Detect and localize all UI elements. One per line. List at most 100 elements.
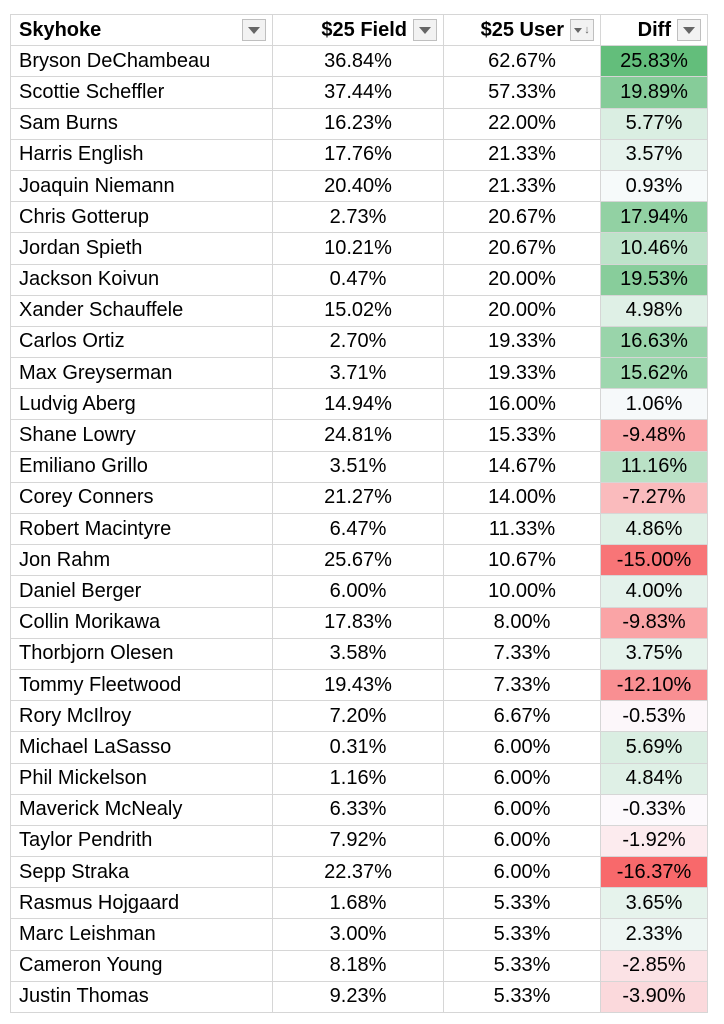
cell-name[interactable]: Jon Rahm bbox=[10, 544, 273, 577]
cell-user[interactable]: 16.00% bbox=[443, 388, 601, 421]
cell-diff[interactable]: 4.00% bbox=[600, 575, 708, 608]
cell-diff[interactable]: 3.65% bbox=[600, 887, 708, 920]
cell-diff[interactable]: 3.57% bbox=[600, 138, 708, 171]
cell-field[interactable]: 37.44% bbox=[272, 76, 444, 109]
cell-diff[interactable]: 3.75% bbox=[600, 637, 708, 670]
cell-name[interactable]: Joaquin Niemann bbox=[10, 169, 273, 203]
cell-user[interactable]: 21.33% bbox=[443, 138, 601, 171]
cell-user[interactable]: 19.33% bbox=[443, 325, 601, 359]
cell-user[interactable]: 15.33% bbox=[443, 419, 601, 452]
filter-dropdown-icon[interactable] bbox=[677, 19, 701, 41]
cell-user[interactable]: 7.33% bbox=[443, 637, 601, 670]
cell-field[interactable]: 17.83% bbox=[272, 606, 444, 639]
cell-name[interactable]: Harris English bbox=[10, 138, 273, 171]
header-user[interactable]: $25 User ↓ bbox=[443, 13, 601, 47]
cell-user[interactable]: 7.33% bbox=[443, 668, 601, 702]
cell-field[interactable]: 0.31% bbox=[272, 731, 444, 764]
cell-diff[interactable]: -0.53% bbox=[600, 700, 708, 733]
cell-diff[interactable]: 4.98% bbox=[600, 294, 708, 327]
cell-field[interactable]: 21.27% bbox=[272, 481, 444, 515]
cell-field[interactable]: 3.51% bbox=[272, 450, 444, 483]
cell-name[interactable]: Max Greyserman bbox=[10, 357, 273, 390]
cell-field[interactable]: 8.18% bbox=[272, 949, 444, 982]
header-diff[interactable]: Diff bbox=[600, 13, 708, 47]
cell-diff[interactable]: 0.93% bbox=[600, 169, 708, 203]
cell-user[interactable]: 11.33% bbox=[443, 512, 601, 546]
cell-user[interactable]: 22.00% bbox=[443, 107, 601, 140]
cell-field[interactable]: 20.40% bbox=[272, 169, 444, 203]
cell-diff[interactable]: -12.10% bbox=[600, 668, 708, 702]
cell-name[interactable]: Carlos Ortiz bbox=[10, 325, 273, 359]
cell-diff[interactable]: 4.86% bbox=[600, 512, 708, 546]
cell-user[interactable]: 5.33% bbox=[443, 918, 601, 951]
header-name[interactable]: Skyhoke bbox=[10, 13, 273, 47]
cell-field[interactable]: 9.23% bbox=[272, 980, 444, 1014]
sort-descending-icon[interactable]: ↓ bbox=[570, 19, 594, 41]
cell-user[interactable]: 20.67% bbox=[443, 232, 601, 265]
cell-diff[interactable]: -2.85% bbox=[600, 949, 708, 982]
cell-user[interactable]: 57.33% bbox=[443, 76, 601, 109]
cell-name[interactable]: Rory McIlroy bbox=[10, 700, 273, 733]
cell-diff[interactable]: 19.53% bbox=[600, 263, 708, 296]
cell-diff[interactable]: 10.46% bbox=[600, 232, 708, 265]
cell-user[interactable]: 20.67% bbox=[443, 201, 601, 234]
cell-user[interactable]: 6.00% bbox=[443, 856, 601, 889]
cell-field[interactable]: 19.43% bbox=[272, 668, 444, 702]
cell-name[interactable]: Daniel Berger bbox=[10, 575, 273, 608]
cell-name[interactable]: Collin Morikawa bbox=[10, 606, 273, 639]
cell-diff[interactable]: 1.06% bbox=[600, 388, 708, 421]
filter-dropdown-icon[interactable] bbox=[242, 19, 266, 41]
cell-name[interactable]: Jordan Spieth bbox=[10, 232, 273, 265]
cell-diff[interactable]: 11.16% bbox=[600, 450, 708, 483]
cell-diff[interactable]: 5.69% bbox=[600, 731, 708, 764]
cell-diff[interactable]: -0.33% bbox=[600, 793, 708, 826]
cell-name[interactable]: Cameron Young bbox=[10, 949, 273, 982]
cell-user[interactable]: 6.67% bbox=[443, 700, 601, 733]
cell-field[interactable]: 2.70% bbox=[272, 325, 444, 359]
cell-name[interactable]: Sepp Straka bbox=[10, 856, 273, 889]
cell-user[interactable]: 20.00% bbox=[443, 263, 601, 296]
cell-diff[interactable]: 2.33% bbox=[600, 918, 708, 951]
filter-dropdown-icon[interactable] bbox=[413, 19, 437, 41]
cell-name[interactable]: Xander Schauffele bbox=[10, 294, 273, 327]
cell-diff[interactable]: 4.84% bbox=[600, 762, 708, 795]
cell-name[interactable]: Sam Burns bbox=[10, 107, 273, 140]
cell-diff[interactable]: -16.37% bbox=[600, 856, 708, 889]
cell-user[interactable]: 6.00% bbox=[443, 793, 601, 826]
cell-user[interactable]: 5.33% bbox=[443, 980, 601, 1014]
cell-user[interactable]: 5.33% bbox=[443, 887, 601, 920]
cell-diff[interactable]: 5.77% bbox=[600, 107, 708, 140]
cell-field[interactable]: 6.33% bbox=[272, 793, 444, 826]
cell-diff[interactable]: -1.92% bbox=[600, 824, 708, 858]
cell-field[interactable]: 22.37% bbox=[272, 856, 444, 889]
cell-field[interactable]: 7.20% bbox=[272, 700, 444, 733]
cell-user[interactable]: 14.00% bbox=[443, 481, 601, 515]
cell-diff[interactable]: 19.89% bbox=[600, 76, 708, 109]
cell-name[interactable]: Ludvig Aberg bbox=[10, 388, 273, 421]
cell-field[interactable]: 10.21% bbox=[272, 232, 444, 265]
cell-field[interactable]: 14.94% bbox=[272, 388, 444, 421]
cell-user[interactable]: 6.00% bbox=[443, 824, 601, 858]
cell-diff[interactable]: 16.63% bbox=[600, 325, 708, 359]
cell-diff[interactable]: -15.00% bbox=[600, 544, 708, 577]
cell-diff[interactable]: -3.90% bbox=[600, 980, 708, 1014]
cell-field[interactable]: 0.47% bbox=[272, 263, 444, 296]
cell-diff[interactable]: 25.83% bbox=[600, 45, 708, 78]
cell-field[interactable]: 36.84% bbox=[272, 45, 444, 78]
cell-name[interactable]: Shane Lowry bbox=[10, 419, 273, 452]
cell-field[interactable]: 2.73% bbox=[272, 201, 444, 234]
cell-diff[interactable]: -7.27% bbox=[600, 481, 708, 515]
cell-user[interactable]: 19.33% bbox=[443, 357, 601, 390]
cell-field[interactable]: 7.92% bbox=[272, 824, 444, 858]
cell-field[interactable]: 3.71% bbox=[272, 357, 444, 390]
cell-name[interactable]: Rasmus Hojgaard bbox=[10, 887, 273, 920]
cell-field[interactable]: 1.16% bbox=[272, 762, 444, 795]
cell-user[interactable]: 10.67% bbox=[443, 544, 601, 577]
cell-name[interactable]: Michael LaSasso bbox=[10, 731, 273, 764]
cell-name[interactable]: Robert Macintyre bbox=[10, 512, 273, 546]
cell-name[interactable]: Scottie Scheffler bbox=[10, 76, 273, 109]
cell-user[interactable]: 6.00% bbox=[443, 731, 601, 764]
cell-field[interactable]: 24.81% bbox=[272, 419, 444, 452]
cell-name[interactable]: Phil Mickelson bbox=[10, 762, 273, 795]
cell-field[interactable]: 25.67% bbox=[272, 544, 444, 577]
